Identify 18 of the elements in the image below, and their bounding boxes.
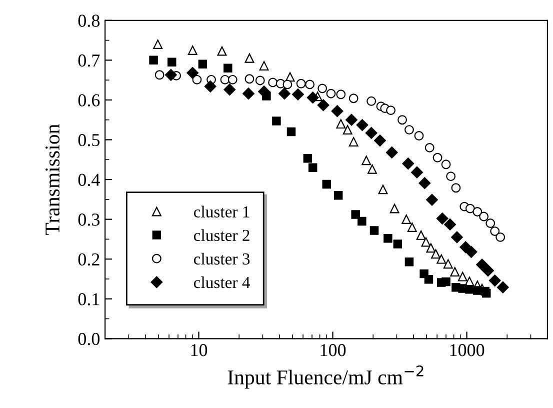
y-tick-label: 0.5: [78, 134, 100, 146]
y-tick-label: 0.4: [78, 174, 100, 186]
y-tick-label: 0.0: [78, 332, 100, 346]
y-axis-title: Transmission: [46, 124, 60, 235]
y-tick-label: 0.8: [78, 14, 100, 27]
y-tick-label: 0.7: [78, 54, 100, 67]
x-tick-label: 10: [191, 344, 208, 356]
x-axis-title: Input Fluence/mJ cm$^{−2}$: [228, 365, 424, 389]
y-tick-label: 0.6: [78, 94, 100, 106]
x-tick-label: 100: [320, 344, 346, 356]
legend-label: cluster 2: [194, 229, 250, 242]
x-tick-label: 1000: [450, 344, 484, 356]
legend-label: cluster 4: [194, 276, 250, 288]
y-tick-label: 0.1: [78, 293, 100, 306]
legend-label: cluster 3: [194, 252, 250, 265]
y-tick-label: 0.3: [78, 214, 100, 226]
legend-label: cluster 1: [194, 206, 250, 218]
y-tick-label: 0.2: [78, 253, 100, 266]
